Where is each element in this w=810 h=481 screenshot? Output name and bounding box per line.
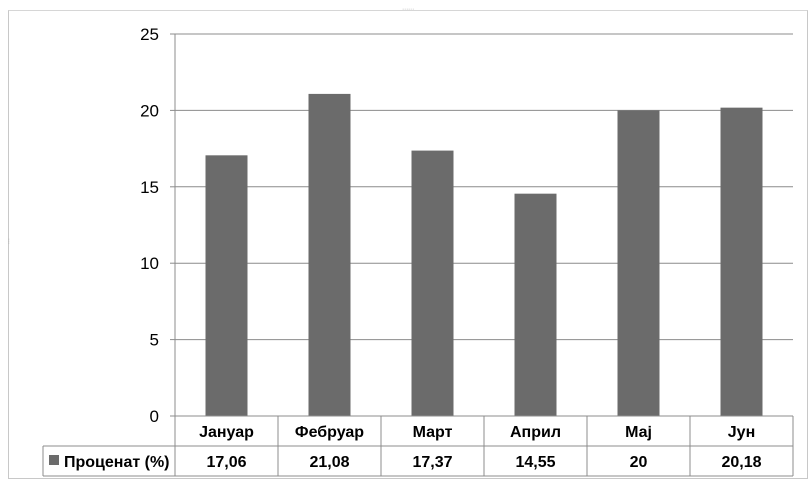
data-value-label: 20 <box>630 454 648 471</box>
bar-5 <box>617 110 660 417</box>
x-category-label: Март <box>413 424 453 441</box>
bars <box>205 93 763 417</box>
bar-4 <box>514 193 557 416</box>
bar-3 <box>411 150 454 416</box>
y-tick-label: 5 <box>150 331 159 350</box>
data-value-label: 17,37 <box>412 454 452 471</box>
y-tick-label: 15 <box>140 178 159 197</box>
y-tick-label: 20 <box>140 101 159 120</box>
resize-handle-top[interactable]: ⋯⋯ <box>402 7 414 13</box>
x-category-label: Фебруар <box>295 424 364 441</box>
chart-area[interactable] <box>8 10 808 479</box>
y-tick-label: 0 <box>150 407 159 426</box>
y-axis-tick-labels: 0 5 10 15 20 25 <box>140 25 159 426</box>
data-value-label: 17,06 <box>206 454 246 471</box>
resize-handle-left[interactable]: ⋮ <box>6 239 12 245</box>
data-value-label: 21,08 <box>309 454 349 471</box>
y-tick-label: 25 <box>140 25 159 44</box>
gridlines <box>175 33 793 341</box>
axes <box>170 33 176 417</box>
bar-6 <box>720 107 763 416</box>
x-category-label: Април <box>510 424 561 441</box>
x-category-label: Јун <box>728 424 755 441</box>
legend-key-proценат <box>49 455 59 465</box>
data-value-label: 14,55 <box>515 454 555 471</box>
data-table: Јануар 17,06 Фебруар 21,08 Март 17,37 Април 14,… <box>42 415 794 477</box>
series-name-label: Проценат (%) <box>64 454 170 471</box>
x-category-label: Јануар <box>199 424 254 441</box>
data-value-label: 20,18 <box>721 454 761 471</box>
x-category-label: Мај <box>625 424 652 441</box>
bar-1 <box>205 155 248 417</box>
y-tick-label: 10 <box>140 254 159 273</box>
bar-2 <box>308 93 351 417</box>
